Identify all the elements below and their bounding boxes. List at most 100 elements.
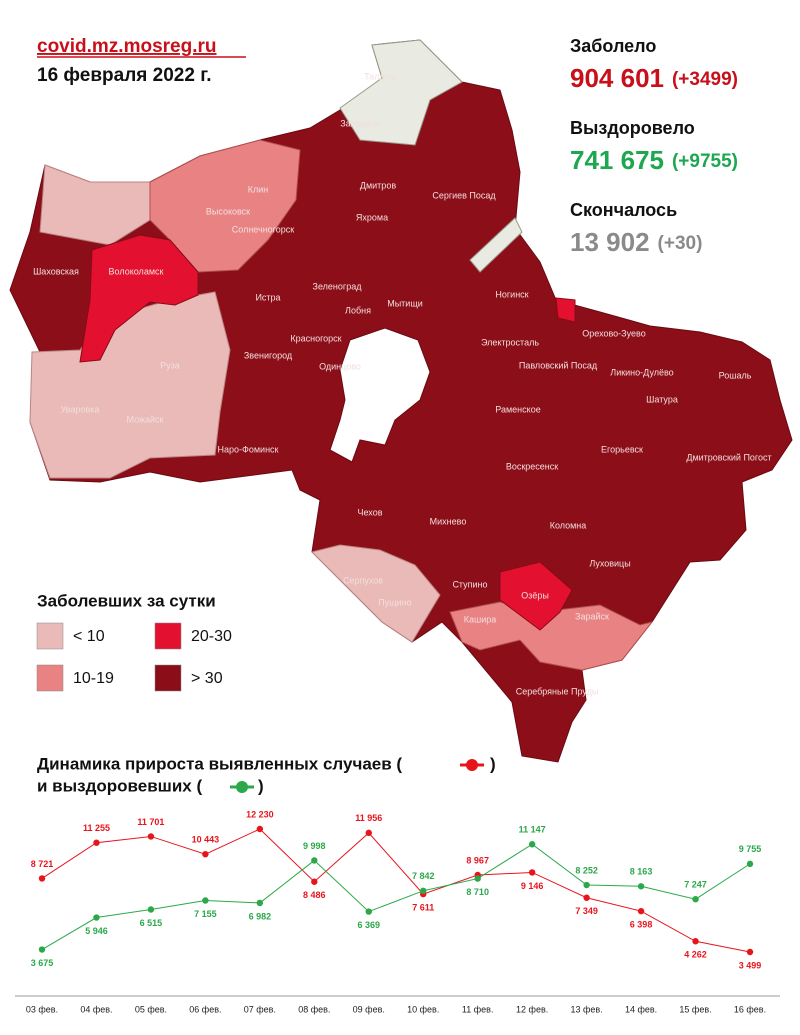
x-tick-label: 09 фев. <box>353 1004 385 1014</box>
legend-swatch <box>154 622 182 650</box>
map-label: Руза <box>160 360 180 370</box>
map-label: Воскресенск <box>506 461 558 471</box>
region-light <box>311 544 441 643</box>
map-label: Одинцово <box>319 361 361 371</box>
data-label: 11 956 <box>355 813 382 823</box>
map-label: Уваровка <box>61 404 100 414</box>
x-tick-label: 04 фев. <box>80 1004 112 1014</box>
data-point <box>528 869 536 876</box>
x-tick-label: 05 фев. <box>135 1004 167 1014</box>
legend-label: 10-19 <box>73 670 114 687</box>
stat-total: 13 902 <box>570 227 650 257</box>
map-label: Ликино-Дулёво <box>610 367 673 377</box>
legend-swatch <box>36 622 64 650</box>
data-label: 6 369 <box>358 920 381 930</box>
x-tick-label: 07 фев. <box>244 1004 276 1014</box>
data-label: 8 252 <box>575 865 598 875</box>
map-label: Серебряные Пруды <box>516 686 599 696</box>
map-labels: Талдом Запрудня Клин Высоковск Дмитров Сергие… <box>33 71 772 696</box>
stat-value: 741 675 (+9755) <box>570 145 738 175</box>
moscow <box>329 327 431 463</box>
region-medium <box>149 139 301 273</box>
map-label: Наро-Фоминск <box>218 444 279 454</box>
data-point <box>202 850 209 858</box>
legend: Заболевших за сутки < 10 20-30 10-19 > 30 <box>36 591 232 692</box>
stat-delta: (+30) <box>658 233 703 254</box>
map-label: Электросталь <box>481 337 539 347</box>
data-label: 3 675 <box>31 958 54 968</box>
map-label: Клин <box>248 184 269 194</box>
map-label: Красногорск <box>290 333 341 343</box>
data-point <box>365 829 372 837</box>
map-label: Коломна <box>550 520 587 530</box>
data-point <box>746 948 754 956</box>
stat-total: 904 601 <box>570 63 664 93</box>
stat-total: 741 675 <box>570 145 664 175</box>
stats: Заболело 904 601 (+3499) Выздоровело 741 675… <box>570 36 738 257</box>
map-label: Мытищи <box>387 298 423 308</box>
map-label: Озёры <box>521 590 549 600</box>
x-tick-label: 06 фев. <box>189 1004 221 1014</box>
data-label: 6 515 <box>140 918 163 928</box>
map-label: Михнево <box>430 516 467 526</box>
stat-label: Скончалось <box>570 200 677 220</box>
data-label: 9 755 <box>739 844 762 854</box>
data-point <box>256 825 264 833</box>
region-light <box>339 39 463 146</box>
map-label: Зарайск <box>575 611 609 621</box>
stat-label: Выздоровело <box>570 118 695 138</box>
map-label: Рошаль <box>719 370 752 380</box>
line-chart: Динамика прироста выявленных случаев () и… <box>15 754 780 1014</box>
map-label: Раменское <box>495 404 540 414</box>
map-label: Орехово-Зуево <box>582 328 645 338</box>
data-label: 6 982 <box>249 911 272 921</box>
data-point <box>147 906 155 913</box>
map-label: Шаховская <box>33 266 79 276</box>
data-label: 8 721 <box>31 859 54 869</box>
stat-value: 13 902 (+30) <box>570 227 702 257</box>
data-label: 7 155 <box>194 909 217 919</box>
data-point <box>311 878 318 885</box>
legend-icon-dot <box>236 781 248 793</box>
stat-value: 904 601 (+3499) <box>570 63 738 93</box>
x-tick-label: 10 фев. <box>407 1004 439 1014</box>
data-point <box>147 833 155 840</box>
data-point <box>746 860 754 868</box>
map-label: Павловский Посад <box>519 360 598 370</box>
data-point <box>692 895 699 903</box>
data-point <box>637 907 645 915</box>
stat-delta: (+9755) <box>672 151 738 172</box>
data-point <box>38 875 46 882</box>
data-label: 10 443 <box>192 835 220 845</box>
x-tick-label: 08 фев. <box>298 1004 330 1014</box>
source-link[interactable]: covid.mz.mosreg.ru <box>37 36 217 57</box>
map-label: Чехов <box>358 507 383 517</box>
series-line <box>41 843 751 950</box>
legend-swatch <box>36 664 64 692</box>
data-label: 9 998 <box>303 841 326 851</box>
chart-title: ) <box>490 754 496 773</box>
map-label: Ногинск <box>495 289 528 299</box>
region-light <box>469 217 523 273</box>
data-point <box>202 897 209 904</box>
data-point <box>583 894 590 901</box>
legend-label: 20-30 <box>191 628 232 645</box>
x-tick-label: 15 фев. <box>679 1004 711 1014</box>
map-label: Дмитровский Погост <box>686 452 771 462</box>
data-label: 11 701 <box>137 817 164 827</box>
map-label: Солнечногорск <box>232 224 294 234</box>
data-point <box>38 946 46 953</box>
map-label: Звенигород <box>244 350 293 360</box>
stat-delta: (+3499) <box>672 69 738 90</box>
map-label: Серпухов <box>343 575 383 585</box>
data-point <box>474 875 481 882</box>
chart-title: и выздоровевших ( <box>37 776 202 795</box>
chart-title: ) <box>258 776 264 795</box>
data-point <box>311 857 318 864</box>
data-label: 11 147 <box>519 825 546 835</box>
data-label: 7 247 <box>684 880 707 890</box>
data-point <box>692 938 699 945</box>
data-label: 8 967 <box>466 855 489 865</box>
x-tick-label: 11 фев. <box>462 1004 494 1014</box>
